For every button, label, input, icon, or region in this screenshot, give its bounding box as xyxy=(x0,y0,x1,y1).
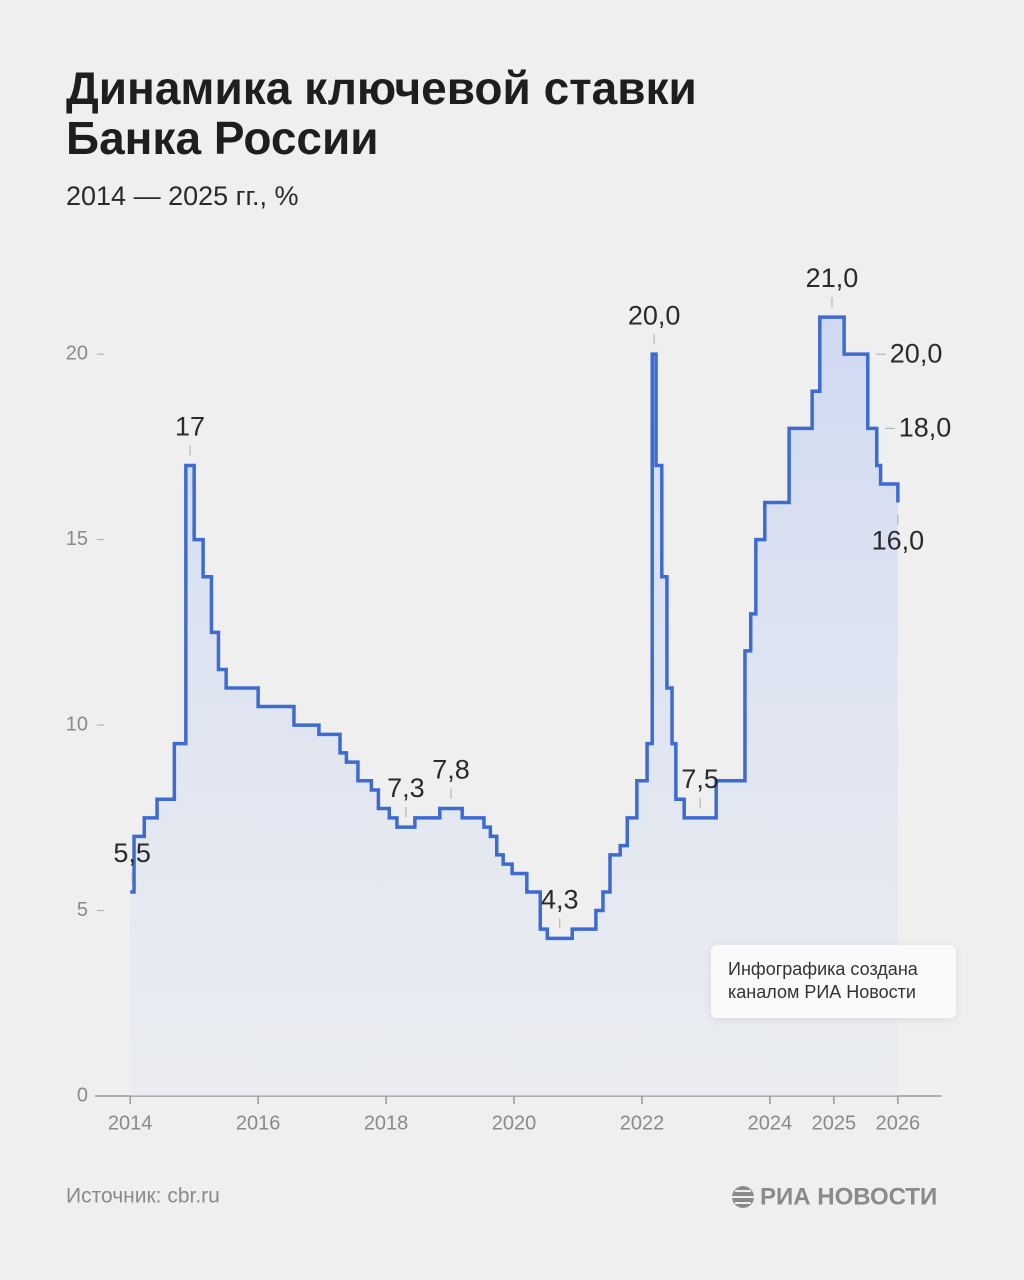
note-text: каналом РИА Новости xyxy=(728,982,916,1002)
x-tick-label: 2026 xyxy=(876,1112,921,1134)
value-label: 17 xyxy=(175,412,205,442)
value-label: 20,0 xyxy=(890,338,943,368)
x-tick-label: 2025 xyxy=(812,1112,857,1134)
y-tick-label: 15 xyxy=(66,528,88,550)
value-label: 16,0 xyxy=(872,526,925,556)
value-label: 7,8 xyxy=(432,755,470,785)
x-tick-label: 2022 xyxy=(620,1112,665,1134)
plot-area: 0 5 10 15 20 2014 2016 2018 2020 2022 2024 2025 2026… xyxy=(66,263,952,1134)
note-background xyxy=(711,945,956,1018)
value-label: 20,0 xyxy=(628,300,681,330)
x-tick-label: 2014 xyxy=(108,1112,153,1134)
brand-name: РИА НОВОСТИ xyxy=(760,1183,937,1210)
x-tick-label: 2016 xyxy=(236,1112,281,1134)
value-label: 21,0 xyxy=(806,263,859,293)
value-label: 7,3 xyxy=(387,773,425,803)
note-text: Инфографика создана xyxy=(728,959,919,979)
chart-title: Динамика ключевой ставки xyxy=(66,62,697,114)
value-label: 4,3 xyxy=(541,884,579,914)
source: Источник: cbr.ru xyxy=(66,1185,220,1208)
y-tick-label: 20 xyxy=(66,342,88,364)
y-tick-label: 0 xyxy=(77,1084,88,1106)
chart-title: Банка России xyxy=(66,112,379,164)
x-tick-label: 2018 xyxy=(364,1112,409,1134)
chart-subtitle: 2014 — 2025 гг., % xyxy=(66,181,299,211)
value-label: 18,0 xyxy=(899,412,952,442)
line xyxy=(130,315,900,941)
value-label: 7,5 xyxy=(681,764,719,794)
value-label: 5,5 xyxy=(113,838,151,868)
y-tick-label: 10 xyxy=(66,713,88,735)
note-box: Инфографика создана каналом РИА Новости xyxy=(711,945,956,1018)
logo-icon-lines xyxy=(732,1190,754,1204)
x-tick-label: 2024 xyxy=(748,1112,793,1134)
brand-logo: РИА НОВОСТИ xyxy=(732,1183,937,1210)
area xyxy=(130,317,898,1096)
x-tick-label: 2020 xyxy=(492,1112,537,1134)
y-tick-label: 5 xyxy=(77,899,88,921)
